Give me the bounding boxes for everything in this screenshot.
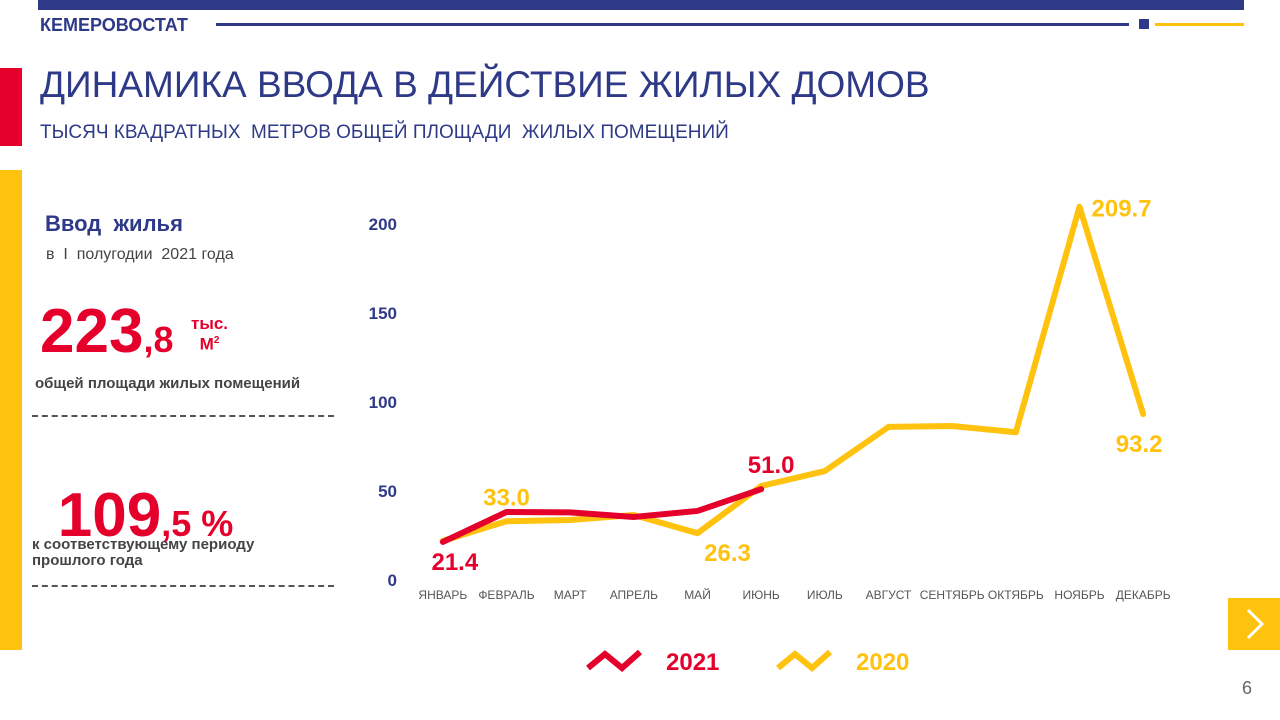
page-number: 6 (1242, 678, 1253, 698)
brand: КЕМЕРОВОСТАТ (40, 15, 188, 35)
header-square (1139, 19, 1149, 29)
x-tick-label: МАЙ (684, 587, 711, 602)
next-icon (1246, 608, 1265, 640)
stat2: 109,5 % (40, 462, 234, 569)
line-series (439, 486, 765, 545)
red-accent (0, 68, 22, 146)
x-tick-label: АВГУСТ (866, 588, 912, 602)
header-rule (216, 23, 1129, 26)
x-tick-label: ДЕКАБРЬ (1116, 588, 1171, 602)
divider (32, 585, 334, 587)
data-label: 26.3 (704, 540, 751, 567)
caption-line: прошлого года (32, 552, 143, 569)
line-series (439, 203, 1147, 544)
data-label: 209.7 (1092, 196, 1152, 223)
x-tick-label: СЕНТЯБРЬ (920, 588, 985, 602)
subtitle: ТЫСЯЧ КВАДРАТНЫХ МЕТРОВ ОБЩЕЙ ПЛОЩАДИ ЖИ… (40, 122, 729, 143)
y-tick-label: 150 (369, 304, 397, 323)
x-tick-label: ЯНВАРЬ (418, 588, 467, 602)
divider (32, 415, 334, 417)
next-button[interactable] (1228, 598, 1280, 650)
unit2: м (199, 334, 214, 354)
legend-label: 2021 (666, 649, 719, 676)
x-tick-label: НОЯБРЬ (1054, 588, 1104, 602)
header-rule-yellow (1155, 23, 1244, 26)
data-label: 21.4 (431, 549, 478, 576)
data-label: 51.0 (748, 452, 795, 479)
yellow-accent (0, 170, 22, 650)
x-tick-label: ОКТЯБРЬ (988, 588, 1044, 602)
title: ДИНАМИКА ВВОДА В ДЕЙСТВИЕ ЖИЛЫХ ДОМОВ (40, 64, 930, 105)
x-tick-label: ФЕВРАЛЬ (478, 588, 534, 602)
stat1: 223,8 (40, 296, 173, 367)
stat1-caption: общей площади жилых помещений (35, 375, 301, 392)
stat-integer: 109 (57, 481, 162, 550)
panel-subheading: в I полугодии 2021 года (46, 246, 234, 263)
data-label: 33.0 (483, 484, 530, 511)
x-tick-label: АПРЕЛЬ (610, 588, 658, 602)
unit-sup: 2 (213, 335, 220, 346)
x-tick-label: ИЮЛЬ (807, 588, 843, 602)
legend-label: 2020 (856, 649, 909, 676)
top-bar (38, 0, 1244, 10)
y-tick-label: 0 (388, 571, 397, 590)
legend-swatch (776, 649, 832, 672)
stat1-unit: тыс. м2 (191, 315, 228, 353)
legend-swatch (586, 649, 642, 672)
stat2-caption: к соответствующему периоду прошлого года (32, 537, 254, 569)
x-tick-label: МАРТ (554, 588, 587, 602)
caption-line: к соответствующему периоду (32, 536, 255, 553)
y-tick-label: 200 (369, 215, 397, 234)
y-tick-label: 100 (369, 393, 397, 412)
x-tick-label: ИЮНЬ (743, 588, 780, 602)
panel-heading: Ввод жилья (45, 211, 183, 236)
stat-fraction: ,8 (143, 319, 174, 360)
stat-fraction: ,5 % (161, 503, 234, 544)
unit: тыс. (191, 314, 229, 333)
y-tick-label: 50 (378, 482, 397, 501)
data-label: 93.2 (1116, 431, 1163, 458)
unit2-wrap: м2 (191, 332, 228, 353)
stat-integer: 223 (40, 297, 144, 366)
